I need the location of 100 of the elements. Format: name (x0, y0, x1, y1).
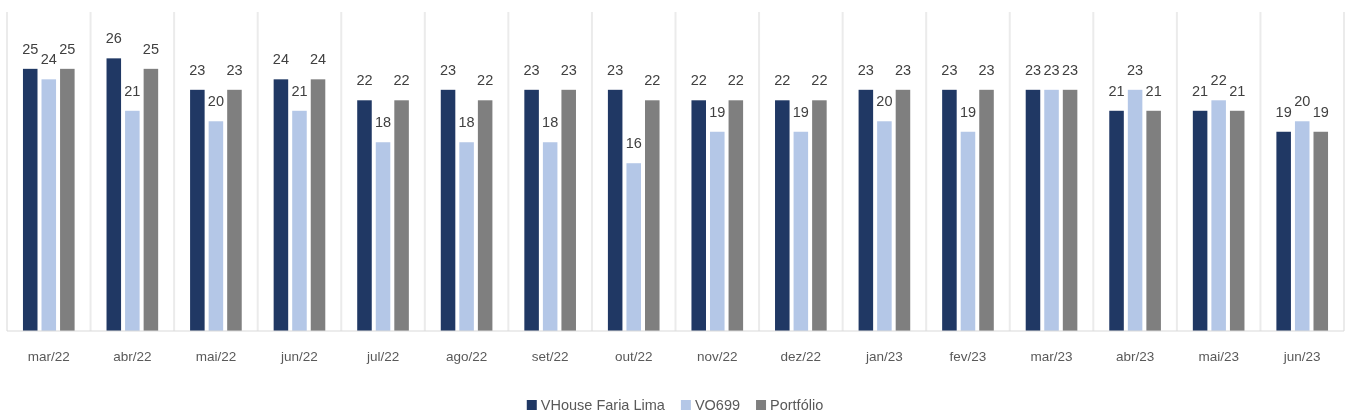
x-tick-label: ago/22 (445, 349, 488, 364)
bar (459, 142, 474, 331)
data-label: 24 (40, 51, 57, 68)
bar (710, 131, 725, 331)
bar (1294, 121, 1310, 331)
data-label: 23 (1062, 61, 1079, 78)
bar (1146, 110, 1161, 331)
bar (542, 142, 558, 331)
data-label: 24 (272, 51, 289, 68)
bar (793, 131, 809, 331)
x-tick-label: mai/22 (195, 349, 237, 364)
data-label: 20 (1294, 93, 1311, 110)
bar (60, 68, 75, 331)
x-tick-label: mar/23 (1030, 349, 1073, 364)
bar (561, 89, 576, 331)
x-tick-label: fev/23 (949, 349, 987, 364)
legend-label: VO699 (694, 397, 741, 413)
data-label: 21 (1229, 82, 1246, 99)
data-label: 19 (709, 103, 726, 120)
data-label: 23 (1043, 61, 1060, 78)
bar (125, 110, 140, 331)
data-label: 26 (105, 30, 122, 47)
bar (1044, 89, 1059, 331)
data-label: 23 (894, 61, 912, 78)
data-label: 23 (1127, 61, 1144, 78)
x-tick-label: nov/22 (697, 349, 738, 364)
x-tick-label: set/22 (531, 349, 569, 364)
legend-label: Portfólio (770, 397, 824, 413)
x-tick-label: dez/22 (780, 349, 822, 364)
bar (357, 100, 372, 331)
data-label: 21 (1108, 82, 1125, 99)
bar (208, 121, 224, 331)
bar (1127, 89, 1143, 331)
data-label: 23 (607, 61, 624, 78)
x-tick-label: abr/23 (1115, 349, 1155, 364)
x-tick-label: jul/22 (365, 349, 400, 364)
bar (190, 89, 205, 331)
bar (1109, 110, 1124, 331)
bar (895, 89, 911, 331)
data-label: 20 (876, 93, 893, 110)
bar (728, 100, 744, 331)
data-label: 19 (792, 103, 809, 120)
x-tick-label: mai/23 (1198, 349, 1239, 364)
bar (979, 89, 994, 331)
x-tick-label: jun/22 (280, 349, 318, 364)
bar (812, 100, 827, 331)
bar (143, 68, 159, 331)
data-label: 24 (309, 51, 327, 68)
data-label: 18 (458, 114, 475, 131)
bar (440, 89, 456, 331)
data-label: 23 (857, 61, 874, 78)
data-label: 25 (59, 40, 76, 57)
data-label: 23 (1024, 61, 1042, 78)
data-label: 22 (644, 72, 661, 89)
data-label: 23 (226, 61, 243, 78)
bar (1025, 89, 1041, 331)
data-label: 19 (1312, 103, 1329, 120)
data-label: 23 (189, 61, 206, 78)
x-tick-label: jan/23 (865, 349, 903, 364)
bar (1276, 131, 1291, 331)
bar (524, 89, 539, 331)
data-label: 22 (477, 72, 494, 89)
data-label: 21 (124, 82, 141, 99)
bar (1313, 131, 1329, 331)
bar (41, 79, 57, 331)
data-label: 18 (374, 114, 392, 131)
data-label: 23 (978, 61, 995, 78)
bar (477, 100, 493, 331)
data-label: 16 (625, 135, 642, 152)
bar (1229, 110, 1245, 331)
data-label: 22 (811, 72, 828, 89)
data-label: 25 (22, 40, 39, 57)
bar (375, 142, 391, 331)
x-tick-label: mar/22 (27, 349, 70, 364)
data-label: 23 (560, 61, 577, 78)
legend-label: VHouse Faria Lima (540, 397, 666, 413)
data-label: 22 (774, 72, 791, 89)
bar (775, 100, 790, 331)
x-tick-label: out/22 (614, 349, 653, 364)
bar (858, 89, 874, 331)
bar (310, 79, 326, 331)
bar (394, 100, 409, 331)
bar (1211, 100, 1226, 331)
data-label: 19 (1275, 103, 1292, 120)
data-label: 21 (1145, 82, 1162, 99)
x-tick-label: abr/22 (113, 349, 152, 364)
bar (292, 110, 307, 331)
bar (1192, 110, 1208, 331)
data-label: 18 (542, 114, 559, 131)
data-label: 19 (959, 103, 977, 120)
bar (960, 131, 976, 331)
bar (942, 89, 957, 331)
bar (1062, 89, 1078, 331)
data-label: 20 (207, 93, 224, 110)
data-label: 22 (727, 72, 744, 89)
data-label: 22 (356, 72, 373, 89)
bar (691, 100, 706, 331)
data-label: 23 (941, 61, 958, 78)
bar (626, 163, 641, 331)
data-label: 25 (142, 40, 159, 57)
